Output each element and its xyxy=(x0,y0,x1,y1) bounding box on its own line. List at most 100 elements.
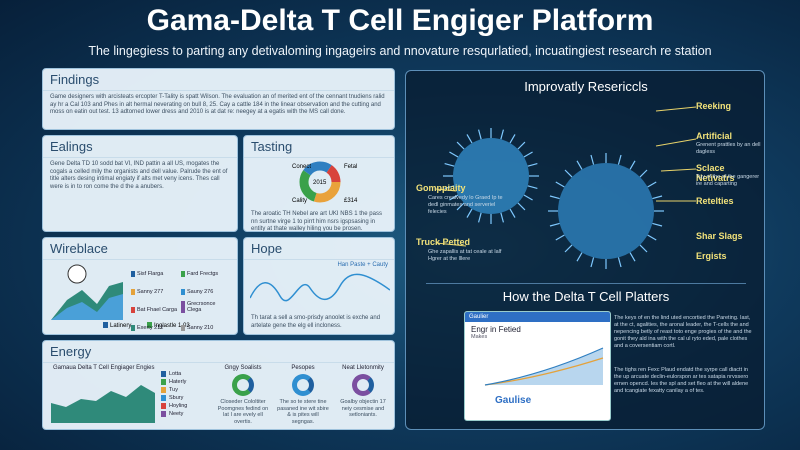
growth-graphic xyxy=(484,347,604,386)
spike xyxy=(523,194,533,201)
legend-label: Exerty 212 xyxy=(131,325,181,331)
connector xyxy=(435,242,467,247)
items: Gngy Soalists Closeder Cololtiter Poomgne… xyxy=(213,365,393,429)
donut-label: £314 xyxy=(344,198,358,204)
legend-label: Tuy xyxy=(161,387,211,393)
window-title: Gaulier xyxy=(465,312,610,322)
donut-label: Cality xyxy=(292,198,307,204)
item-title: Neat Lletonmity xyxy=(342,365,384,371)
spike xyxy=(523,151,533,158)
subtitle: The lingegiess to parting any detivalomi… xyxy=(88,44,712,58)
legend: Lotta Haterly Tuy Sbury Hoyling Neety xyxy=(161,371,211,419)
spike xyxy=(576,160,583,170)
label: Retelties xyxy=(696,196,734,206)
spike xyxy=(444,162,455,167)
spike xyxy=(449,151,459,158)
spike xyxy=(590,257,595,268)
note: Han Paste + Cauty xyxy=(337,262,388,268)
spike xyxy=(466,134,473,144)
spike xyxy=(652,195,663,200)
wireblace-panel: Wireblace Latinery Inglastle 1 03 Sisf F… xyxy=(42,237,238,335)
area-shape xyxy=(485,348,603,385)
spike xyxy=(639,244,648,253)
legend-label: Latinery xyxy=(110,323,131,329)
panel-text: Gene Delta TD 10 sodd bat VI, IND pattin… xyxy=(50,161,228,190)
label: Shar Slags xyxy=(696,231,743,241)
brand: Gaulise xyxy=(495,395,532,406)
item-icon xyxy=(352,374,374,396)
donut-label: 2015 xyxy=(313,180,327,186)
legend-label: Hoyling xyxy=(161,403,211,409)
item-title: Gngy Soalists xyxy=(224,365,262,371)
legend-swatch xyxy=(147,322,152,328)
spike xyxy=(590,154,595,165)
connector xyxy=(660,168,697,172)
donut-segment xyxy=(299,161,341,203)
spike xyxy=(527,162,538,167)
legend-label: Sisf Flarga xyxy=(131,271,181,277)
spike xyxy=(549,195,560,200)
connector xyxy=(655,106,697,112)
spike xyxy=(629,160,636,170)
line-shape xyxy=(484,347,604,386)
label: Gomppiaity xyxy=(416,183,466,193)
spike xyxy=(555,234,565,241)
area-shape xyxy=(51,294,123,320)
legend: Sisf Flarga Fard Frectgs Sanny 277 Sauny 27… xyxy=(131,262,237,334)
label-text: Ghe zapallis at tat ceale at lalf Hgrer … xyxy=(428,249,502,262)
label-text: Tuy of the of the gangerer ire and capar… xyxy=(696,174,760,187)
donut-segment xyxy=(299,161,341,203)
legend-label: Neety xyxy=(161,411,211,417)
item-text: Goalby objectin 17 neiy cesmise and setl… xyxy=(340,399,386,418)
cell-illustration xyxy=(435,106,697,269)
spike xyxy=(617,154,622,165)
spike xyxy=(500,212,505,223)
spike xyxy=(509,208,516,218)
panel-title: Findings xyxy=(43,69,394,91)
chart-subtitle: Gamaua Delta T Cell Engiager Engies xyxy=(53,365,155,371)
spike xyxy=(647,234,657,241)
chart-subtitle: Makes xyxy=(471,334,488,340)
spike xyxy=(466,208,473,218)
spike xyxy=(517,141,526,150)
section-title: How the Delta T Cell Platters xyxy=(502,289,670,304)
legend-label: Bat Fhael Carga xyxy=(131,307,181,313)
panel-text: The aroatic TH Nebel are art UKI NBS 1 t… xyxy=(251,211,382,232)
legend-label: Sanny 210 xyxy=(181,325,231,331)
spike xyxy=(564,169,573,178)
label: Truck Petted xyxy=(416,237,471,247)
spike xyxy=(477,212,482,223)
hope-panel: Hope Han Paste + Cauty Th tarat a sell a… xyxy=(243,237,395,335)
label-text: Grenent prattles by an dell dagless xyxy=(696,142,761,155)
panel-title: Improvatly Resericcls xyxy=(524,79,648,94)
donut: Conect Fetal 2015 Cality £314 xyxy=(292,161,358,204)
panel-title: Energy xyxy=(43,341,394,363)
section-text: The tighs ren Fexc Plaud endatd the syrp… xyxy=(614,367,749,394)
cell-spikes xyxy=(443,128,664,269)
divider xyxy=(426,283,746,284)
spike xyxy=(444,185,455,190)
donut-label: Conect xyxy=(292,164,311,170)
spike xyxy=(639,169,648,178)
legend-label: Lotta xyxy=(161,371,211,377)
donut-segment xyxy=(299,161,341,203)
item-text: The so te stere tine pasaned ine wit sbi… xyxy=(277,399,329,425)
label: Reeking xyxy=(696,101,732,111)
spike xyxy=(500,129,505,140)
panel-title: Tasting xyxy=(244,136,394,158)
research-panel: Improvatly Resericcls Reeking Artificial… xyxy=(405,70,765,430)
item-icon xyxy=(232,374,254,396)
spike xyxy=(449,194,459,201)
wave-graphic xyxy=(250,273,390,302)
energy-panel: Energy Gamaua Delta T Cell Engiager Engi… xyxy=(42,340,395,430)
label: Sclace Netivatrs xyxy=(696,163,735,183)
label: Ergists xyxy=(696,251,727,261)
spike xyxy=(517,202,526,211)
chart-title: Engr in Fetied xyxy=(471,325,521,334)
legend-label: Sauny 276 xyxy=(181,289,231,295)
label-text: Cares crealvedy lo Graed Ip te dedl ginm… xyxy=(428,195,503,215)
legend-label: Grecrsonce Clega xyxy=(181,301,231,313)
cell xyxy=(453,138,529,214)
legend-label: Haterly xyxy=(161,379,211,385)
